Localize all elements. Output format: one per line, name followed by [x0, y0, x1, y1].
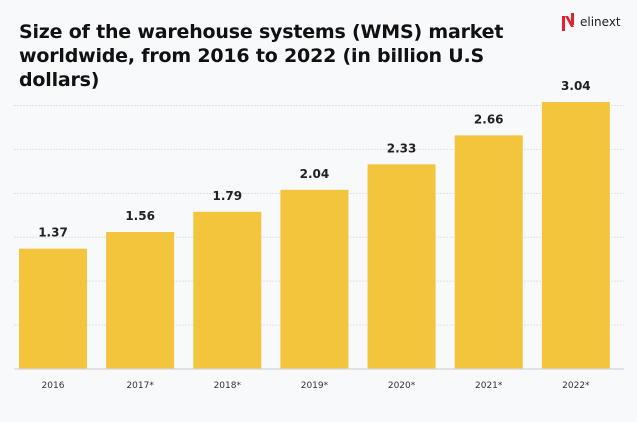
x-tick-label: 2018*	[214, 381, 242, 391]
data-label: 1.37	[38, 226, 68, 240]
data-label: 1.79	[212, 189, 242, 203]
data-label: 2.66	[474, 112, 504, 126]
bar-2018*	[193, 211, 262, 369]
x-tick-label: 2022*	[562, 381, 590, 391]
x-tick-label: 2016	[42, 381, 65, 391]
x-tick-label: 2021*	[475, 381, 503, 391]
data-label: 3.04	[561, 79, 591, 93]
x-tick-label: 2019*	[301, 381, 329, 391]
elinext-logo: elinext	[561, 12, 621, 32]
bar-2022*	[541, 102, 610, 369]
x-tick-label: 2017*	[126, 381, 154, 391]
elinext-logo-icon	[562, 13, 574, 31]
brand-name: elinext	[580, 15, 621, 29]
bar-2020*	[367, 164, 436, 369]
data-label: 2.33	[387, 141, 417, 155]
chart-title: Size of the warehouse systems (WMS) mark…	[19, 21, 504, 91]
bar-2016	[19, 248, 87, 369]
data-label: 1.56	[125, 209, 155, 223]
bar-2017*	[106, 231, 175, 369]
bar-2019*	[280, 189, 349, 369]
bar-2021*	[454, 135, 523, 369]
data-label: 2.04	[300, 167, 330, 181]
x-tick-label: 2020*	[388, 381, 416, 391]
